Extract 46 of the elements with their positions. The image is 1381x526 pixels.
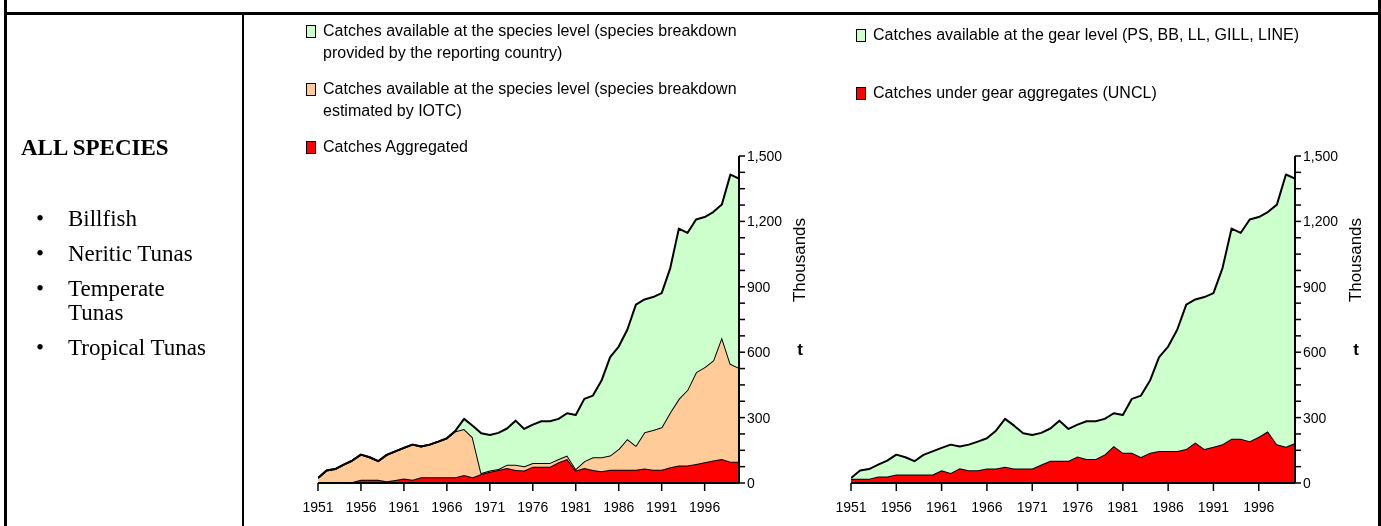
legend-label: Catches available at the species level (species breakdown estimated by IOTC): [323, 79, 738, 121]
x-tick-label: 1981: [1107, 498, 1139, 515]
text: • Tropical Tunas: [36, 335, 207, 360]
y-tick-label: 1,500: [747, 147, 783, 164]
y-axis-title: Thousands: [790, 217, 810, 303]
y-tick-label: 0: [1303, 474, 1311, 491]
x-tick-label: 1951: [835, 498, 867, 515]
y-tick-label: 300: [1303, 409, 1327, 426]
text: • Neritic Tunas: [36, 241, 194, 266]
x-tick-label: 1996: [1243, 498, 1275, 515]
text: • Billfish: [36, 206, 138, 231]
y-tick-label: 600: [747, 344, 771, 361]
x-tick-label: 1956: [880, 498, 913, 515]
y-tick-label: 900: [1303, 278, 1327, 295]
legend-label: Catches available at the gear level (PS, BB, LL, GILL, LINE): [873, 25, 1300, 45]
x-tick-label: 1996: [689, 498, 721, 515]
x-tick-label: 1956: [345, 498, 377, 515]
x-tick-label: 1976: [517, 498, 549, 515]
x-tick-label: 1986: [1152, 498, 1184, 515]
x-tick-label: 1971: [1016, 498, 1048, 515]
y-tick-label: 0: [747, 474, 755, 491]
y-tick-label: 1,200: [747, 213, 783, 230]
y-tick-label: 900: [747, 278, 771, 295]
y-axis-title: Thousands: [1346, 217, 1366, 303]
text: • Temperate Tunas: [36, 276, 166, 325]
x-tick-label: 1961: [926, 498, 958, 515]
x-tick-label: 1981: [560, 498, 592, 515]
y-tick-label: 1,500: [1303, 147, 1339, 164]
y-tick-label: 600: [1303, 344, 1327, 361]
legend-label: Catches available at the species level (species breakdown provided by the reporting country): [323, 21, 738, 63]
text: t: [797, 340, 803, 360]
x-tick-label: 1991: [1197, 498, 1230, 515]
text: ALL SPECIES: [21, 135, 169, 161]
y-tick-label: 1,200: [1303, 213, 1339, 230]
text: t: [1353, 340, 1359, 360]
x-tick-label: 1961: [388, 498, 420, 515]
x-tick-label: 1991: [646, 498, 678, 515]
x-tick-label: 1951: [302, 498, 334, 515]
y-tick-label: 300: [747, 409, 771, 426]
legend-label: Catches Aggregated: [323, 138, 468, 155]
x-tick-label: 1966: [431, 498, 463, 515]
x-tick-label: 1971: [474, 498, 506, 515]
x-tick-label: 1986: [603, 498, 635, 515]
legend-label: Catches under gear aggregates (UNCL): [873, 83, 1158, 103]
x-tick-label: 1976: [1061, 498, 1094, 515]
x-tick-label: 1966: [971, 498, 1003, 515]
